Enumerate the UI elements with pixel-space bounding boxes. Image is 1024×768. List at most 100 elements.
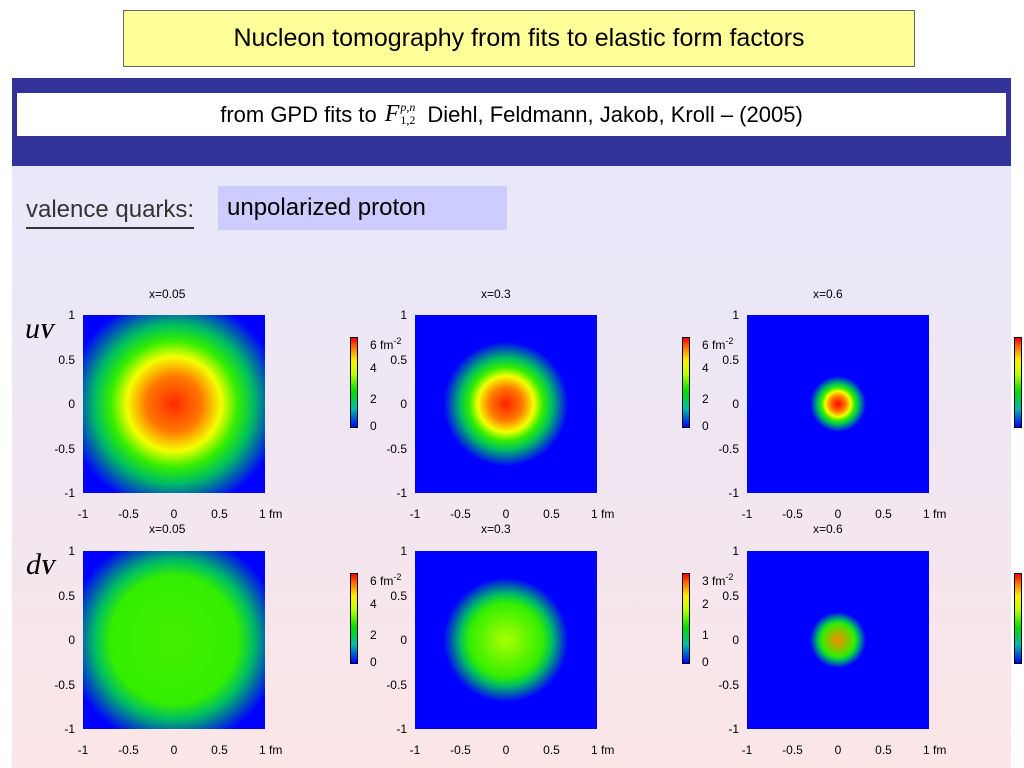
density-plot-2 — [415, 315, 597, 493]
colorbar-tick-5-2: 1 — [702, 627, 709, 642]
y-tick-3-5: -1 — [728, 486, 739, 500]
x-tick-6-4: 0.5 — [875, 743, 892, 757]
x-tick-1-3: 0 — [170, 507, 178, 521]
row-label-d: dV — [26, 548, 55, 582]
y-tick-1-2: 0.5 — [58, 352, 75, 367]
panel-label-6: x=0.6 — [813, 522, 843, 536]
x-tick-2-2: -0.5 — [450, 507, 471, 521]
form-factor-superscript: p,n — [400, 99, 416, 114]
section-tag: unpolarized proton — [218, 186, 507, 230]
slide-title-text: Nucleon tomography from fits to elastic … — [233, 24, 805, 52]
x-tick-4-1: -1 — [77, 743, 89, 757]
colorbar-max-label-4: 6 fm-2 — [370, 571, 401, 587]
x-tick-5-2: -0.5 — [450, 743, 471, 757]
colorbar-unit-2: fm — [712, 338, 726, 352]
x-tick-6-5: 1 fm — [923, 743, 947, 757]
colorbar-tick-2-3: 0 — [702, 419, 709, 433]
colorbar-tick-4-3: 0 — [370, 655, 377, 669]
x-tick-3-1: -1 — [741, 507, 753, 521]
y-tick-2-2: 0.5 — [390, 352, 407, 367]
subtitle-prefix: from GPD fits to — [220, 101, 377, 127]
y-tick-6-3: 0 — [732, 633, 739, 647]
y-tick-2-5: -1 — [396, 486, 407, 500]
x-tick-3-4: 0.5 — [875, 507, 892, 521]
colorbar-tick-2-2: 2 — [702, 391, 709, 406]
colorbar-2 — [682, 337, 690, 428]
colorbar-max-value-2: 6 — [702, 338, 713, 352]
form-factor-subscript: 1,2 — [400, 112, 416, 127]
x-tick-5-1: -1 — [409, 743, 421, 757]
x-tick-3-5: 1 fm — [923, 507, 947, 521]
x-tick-4-4: 0.5 — [211, 743, 228, 757]
colorbar-unit-5: fm — [712, 574, 726, 588]
y-tick-3-1: 1 — [732, 308, 739, 322]
row-label-u-symbol: u — [25, 312, 40, 345]
y-tick-5-3: 0 — [400, 633, 407, 647]
colorbar-unit-1: fm — [380, 338, 394, 352]
y-tick-5-5: -1 — [396, 722, 407, 736]
colorbar-unit-4: fm — [380, 574, 394, 588]
density-plot-1 — [83, 315, 265, 493]
panel-label-3: x=0.6 — [813, 287, 843, 301]
y-tick-5-4: -0.5 — [386, 677, 407, 692]
subtitle-box: from GPD fits to F p,n 1,2 Diehl, Feldma… — [17, 93, 1006, 136]
x-tick-6-3: 0 — [834, 743, 842, 757]
y-tick-5-2: 0.5 — [390, 588, 407, 603]
x-tick-5-5: 1 fm — [591, 743, 615, 757]
density-plot-5 — [415, 551, 597, 729]
colorbar-6 — [1014, 573, 1022, 664]
colorbar-max-value-5: 3 — [702, 574, 713, 588]
colorbar-tick-1-1: 4 — [370, 361, 377, 376]
x-tick-2-5: 1 fm — [591, 507, 615, 521]
subtitle-authors: Diehl, Feldmann, Jakob, Kroll – (2005) — [427, 101, 803, 127]
x-tick-2-3: 0 — [502, 507, 510, 521]
y-tick-3-2: 0.5 — [722, 352, 739, 367]
y-tick-6-4: -0.5 — [718, 677, 739, 692]
x-tick-1-1: -1 — [77, 507, 89, 521]
colorbar-max-value-4: 6 — [370, 574, 381, 588]
x-tick-3-2: -0.5 — [782, 507, 803, 521]
y-tick-6-1: 1 — [732, 544, 739, 558]
y-tick-1-3: 0 — [68, 397, 75, 411]
y-tick-1-1: 1 — [68, 308, 75, 322]
y-tick-5-1: 1 — [400, 544, 407, 558]
x-tick-5-3: 0 — [502, 743, 510, 757]
x-tick-6-2: -0.5 — [782, 743, 803, 757]
colorbar-unit-exp-1: -2 — [393, 336, 402, 346]
x-tick-3-3: 0 — [834, 507, 842, 521]
x-tick-4-3: 0 — [170, 743, 178, 757]
row-label-d-symbol: d — [26, 548, 41, 581]
y-tick-2-1: 1 — [400, 308, 407, 322]
y-tick-4-5: -1 — [64, 722, 75, 736]
colorbar-unit-exp-5: -2 — [725, 572, 734, 582]
panel-label-1: x=0.05 — [149, 287, 186, 301]
y-tick-4-1: 1 — [68, 544, 75, 558]
x-tick-1-4: 0.5 — [211, 507, 228, 521]
x-tick-4-5: 1 fm — [259, 743, 283, 757]
density-plot-4 — [83, 551, 265, 729]
x-tick-4-2: -0.5 — [118, 743, 139, 757]
y-tick-3-4: -0.5 — [718, 441, 739, 456]
y-tick-2-4: -0.5 — [386, 441, 407, 456]
x-tick-1-5: 1 fm — [259, 507, 283, 521]
density-plot-6 — [747, 551, 929, 729]
section-tag-text: unpolarized proton — [227, 194, 426, 221]
colorbar-1 — [350, 337, 358, 428]
colorbar-unit-exp-2: -2 — [725, 336, 734, 346]
y-tick-6-2: 0.5 — [722, 588, 739, 603]
colorbar-tick-1-2: 2 — [370, 391, 377, 406]
panel-label-4: x=0.05 — [149, 522, 186, 536]
row-label-d-subscript: V — [41, 555, 56, 579]
y-tick-2-3: 0 — [400, 397, 407, 411]
y-tick-1-5: -1 — [64, 486, 75, 500]
row-label-u-subscript: V — [40, 319, 55, 343]
panel-label-2: x=0.3 — [481, 287, 511, 301]
form-factor-letter: F — [384, 101, 400, 127]
colorbar-max-label-1: 6 fm-2 — [370, 335, 401, 351]
row-label-u: uV — [25, 312, 54, 346]
colorbar-4 — [350, 573, 358, 664]
x-tick-2-4: 0.5 — [543, 507, 560, 521]
density-plot-3 — [747, 315, 929, 493]
x-tick-6-1: -1 — [741, 743, 753, 757]
colorbar-max-label-5: 3 fm-2 — [702, 571, 733, 587]
